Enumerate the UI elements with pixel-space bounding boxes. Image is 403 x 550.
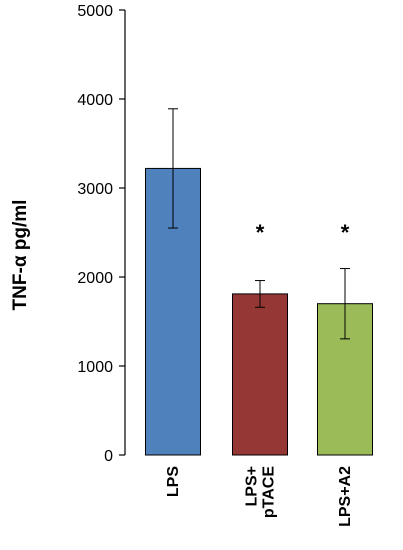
category-labels: LPS LPS+ pTACE LPS+A2: [165, 466, 354, 527]
y-tick-label-2: 2000: [77, 270, 113, 287]
y-tick-label-1: 1000: [77, 359, 113, 376]
y-tick-label-5: 5000: [77, 3, 113, 20]
category-label-1-1: pTACE: [261, 466, 278, 518]
category-label-2-0: LPS+A2: [337, 466, 354, 527]
bars: [145, 167, 373, 456]
y-tick-label-4: 4000: [77, 92, 113, 109]
category-label-0-0: LPS: [165, 466, 182, 497]
significance-marker-1: *: [256, 220, 265, 245]
y-axis-label: TNF-α pg/ml: [10, 200, 31, 311]
bar-1: [232, 293, 288, 456]
category-label-1-0: LPS+: [244, 466, 261, 506]
significance-markers: * *: [256, 220, 350, 245]
error-bars: [168, 108, 350, 340]
y-axis: 0 1000 2000 3000 4000 5000: [77, 3, 126, 465]
y-tick-label-0: 0: [104, 448, 113, 465]
y-tick-label-3: 3000: [77, 181, 113, 198]
significance-marker-2: *: [341, 220, 350, 245]
